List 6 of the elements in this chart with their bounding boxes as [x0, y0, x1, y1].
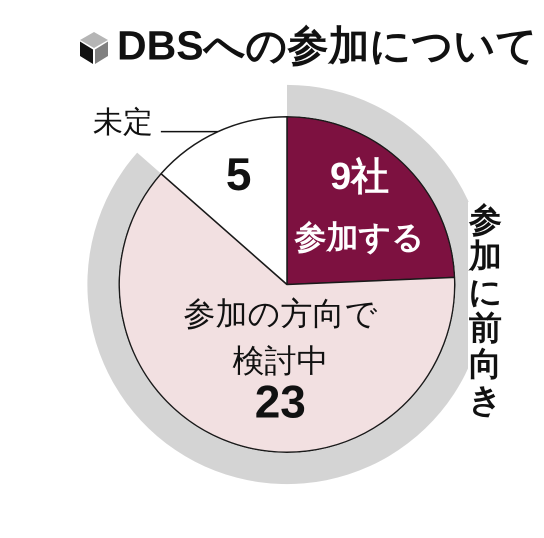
- data-label: 9社: [330, 156, 390, 198]
- data-label: 5: [226, 148, 252, 200]
- text: 参加に前向き: [468, 201, 504, 418]
- chart-title: DBSへの参加について: [117, 22, 538, 68]
- slice-label: 未定: [92, 106, 153, 139]
- slice-label: 参加する: [294, 219, 425, 256]
